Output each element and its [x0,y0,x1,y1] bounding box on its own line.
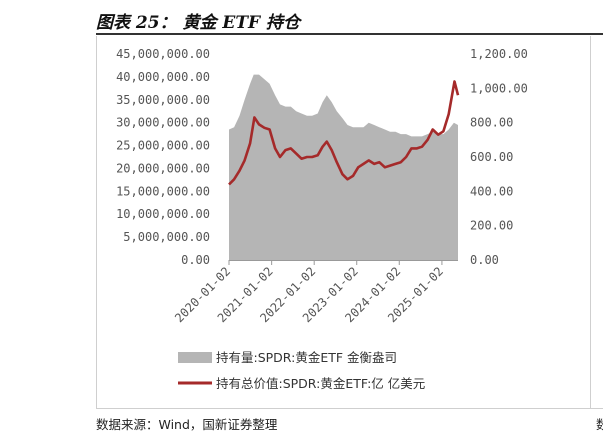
left-tick-label: 10,000,000.00 [116,207,210,221]
area-series-holdings [229,74,458,260]
right-tick-label: 400.00 [470,184,513,198]
legend-label-holdings: 持有量:SPDR:黄金ETF 金衡盎司 [216,350,397,365]
right-tick-label: 600.00 [470,150,513,164]
legend: 持有量:SPDR:黄金ETF 金衡盎司 持有总价值:SPDR:黄金ETF:亿 亿… [178,350,425,391]
left-tick-label: 40,000,000.00 [116,70,210,84]
left-tick-label: 35,000,000.00 [116,93,210,107]
area-layer [229,74,458,260]
right-tick-label: 800.00 [470,116,513,130]
right-tick-label: 0.00 [470,253,499,267]
x-axis: 2020-01-022021-01-022022-01-022023-01-02… [172,260,458,325]
left-tick-label: 15,000,000.00 [116,184,210,198]
left-tick-label: 5,000,000.00 [123,230,210,244]
line-series-value [228,80,460,186]
left-tick-label: 0.00 [181,253,210,267]
right-tick-label: 200.00 [470,219,513,233]
left-tick-label: 20,000,000.00 [116,161,210,175]
left-tick-label: 30,000,000.00 [116,116,210,130]
frame-left-border [96,36,97,408]
left-tick-label: 25,000,000.00 [116,139,210,153]
cut-off-text: 数 [596,417,603,432]
frame-right-border [590,36,591,408]
title-rule [96,33,603,35]
right-tick-label: 1,000.00 [470,81,528,95]
right-tick-label: 1,200.00 [470,47,528,61]
line-layer [228,80,460,186]
legend-swatch-area [178,352,212,363]
left-tick-label: 45,000,000.00 [116,47,210,61]
legend-label-value: 持有总价值:SPDR:黄金ETF:亿 亿美元 [216,376,425,391]
left-axis: 0.00 5,000,000.00 10,000,000.00 15,000,000.… [116,47,210,267]
figure-title: 图表 25： 黄金 ETF 持仓 [96,13,301,33]
footer-rule [96,408,603,409]
source-note: 数据来源：Wind，国新证券整理 [96,417,278,432]
right-axis: 0.00 200.00 400.00 600.00 800.00 1,000.00 1,20… [470,47,528,267]
